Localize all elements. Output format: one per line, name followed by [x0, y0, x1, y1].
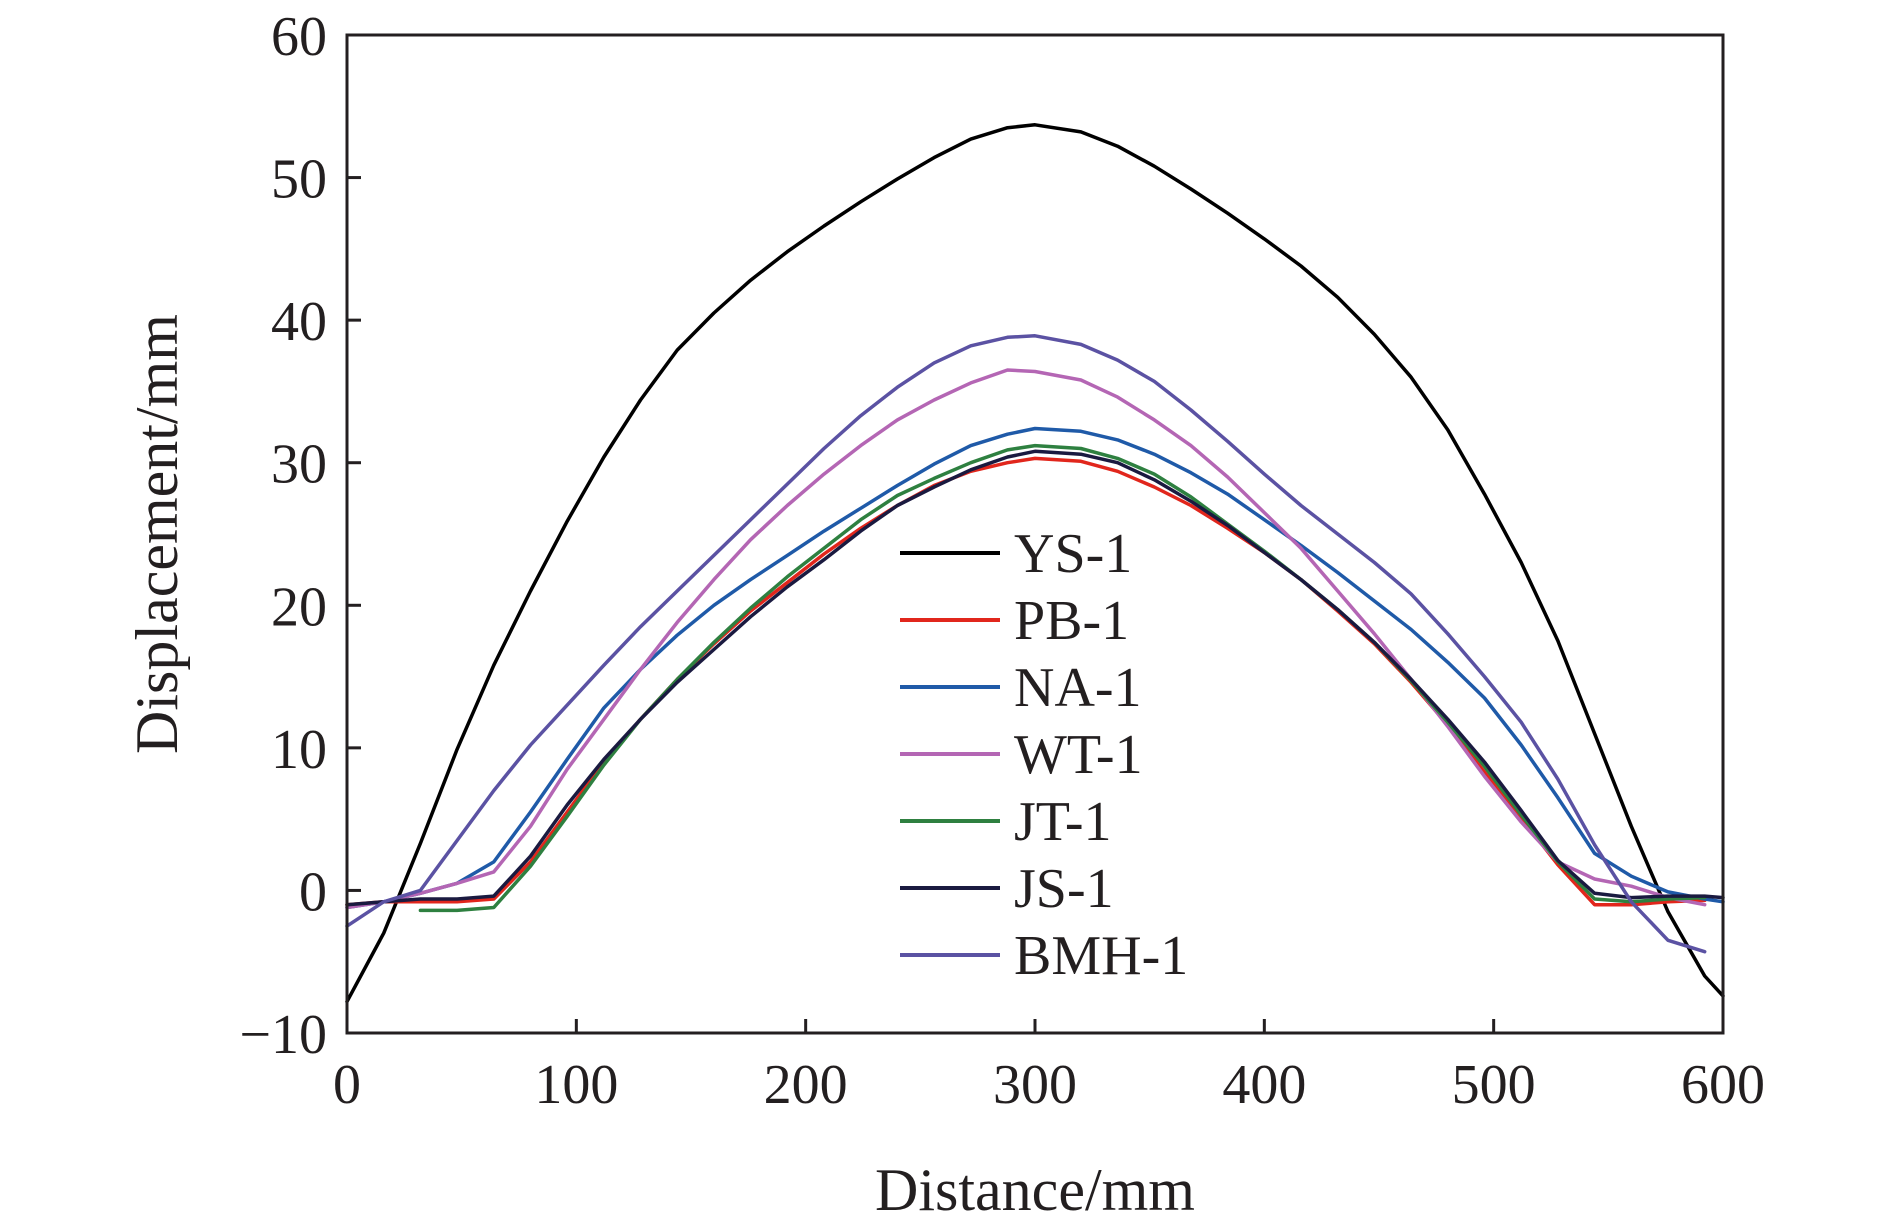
legend-label-bmh-1: BMH-1: [1014, 925, 1188, 987]
y-axis-title: Displacement/mm: [124, 314, 190, 754]
y-tick-label: −10: [239, 1004, 327, 1066]
legend-label-wt-1: WT-1: [1014, 724, 1143, 786]
x-tick-label: 500: [1452, 1054, 1536, 1116]
y-tick-label: 50: [271, 149, 327, 211]
series-line-wt-1: [345, 368, 1707, 910]
x-tick-label: 0: [333, 1054, 361, 1116]
x-tick-label: 400: [1222, 1054, 1306, 1116]
legend-label-jt-1: JT-1: [1014, 791, 1112, 853]
y-tick-label: 0: [299, 861, 327, 923]
series-line-js-1: [345, 449, 1725, 907]
y-tick-label: 30: [271, 434, 327, 496]
series-line-ys-1: [345, 123, 1725, 1004]
y-tick-label: 60: [271, 6, 327, 68]
y-tick-label: 20: [271, 576, 327, 638]
legend-label-js-1: JS-1: [1014, 858, 1114, 920]
y-tick-label: 40: [271, 291, 327, 353]
legend-label-pb-1: PB-1: [1014, 590, 1129, 652]
x-tick-label: 600: [1681, 1054, 1765, 1116]
series-line-na-1: [345, 426, 1725, 910]
series-layer: [345, 123, 1725, 1004]
x-tick-label: 300: [993, 1054, 1077, 1116]
x-tick-label: 100: [534, 1054, 618, 1116]
legend-label-na-1: NA-1: [1014, 657, 1142, 719]
series-line-bmh-1: [345, 334, 1707, 954]
legend-label-ys-1: YS-1: [1014, 523, 1132, 585]
x-tick-label: 200: [764, 1054, 848, 1116]
y-tick-label: 10: [271, 719, 327, 781]
x-axis-title: Distance/mm: [875, 1157, 1195, 1223]
series-line-pb-1: [345, 456, 1707, 907]
